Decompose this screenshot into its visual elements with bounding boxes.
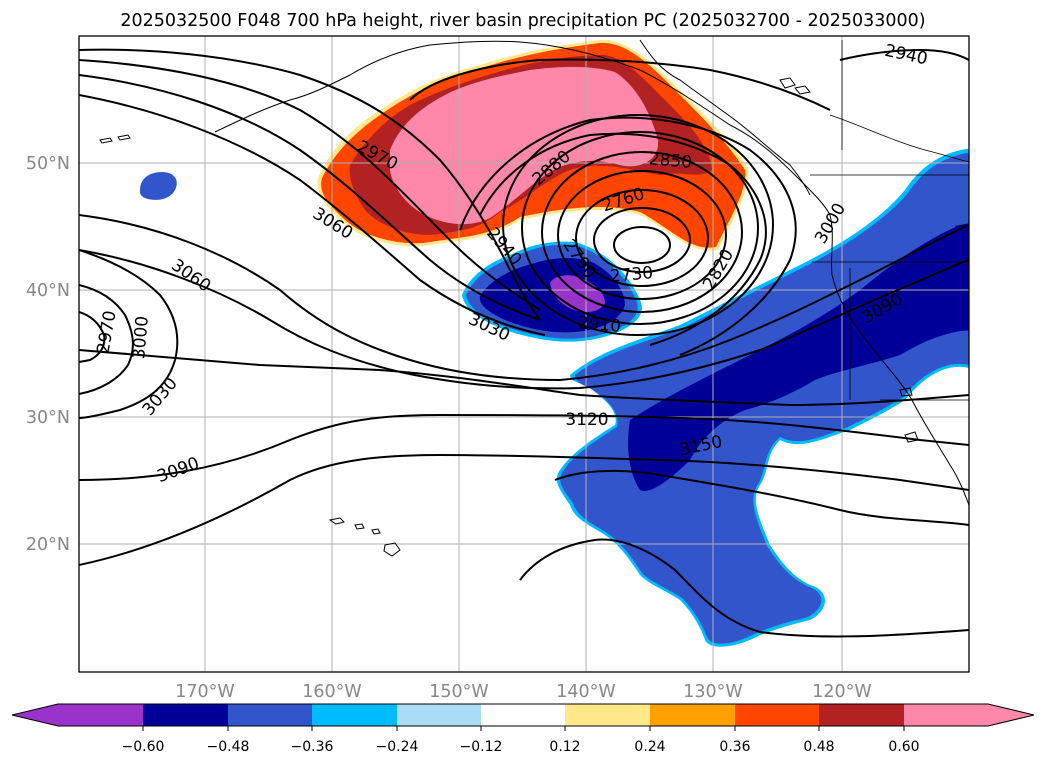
grid-lines [79, 36, 969, 672]
colorbar-segment [12, 704, 143, 726]
colorbar-segments [12, 704, 1034, 726]
figure-title: 2025032500 F048 700 hPa height, river ba… [120, 11, 925, 31]
lon-label: 170°W [175, 682, 234, 702]
colorbar-segment [819, 704, 904, 726]
colorbar-segment [481, 704, 565, 726]
colorbar: −0.60 −0.48 −0.36 −0.24 −0.12 0.12 0.24 … [11, 703, 1035, 755]
contour-label: 2850 [648, 149, 693, 173]
colorbar-outline [11, 703, 1035, 727]
colorbar-segment [650, 704, 735, 726]
colorbar-segment [397, 704, 481, 726]
colorbar-segment [735, 704, 819, 726]
colorbar-tick-label: 0.60 [888, 739, 919, 755]
latitude-labels: 50°N 40°N 30°N 20°N [26, 154, 70, 555]
contour-label: 2910 [577, 313, 622, 337]
colorbar-tick-labels: −0.60 −0.48 −0.36 −0.24 −0.12 0.12 0.24 … [122, 739, 920, 755]
colorbar-segment [565, 704, 650, 726]
colorbar-tick-label: 0.12 [549, 739, 580, 755]
lon-label: 120°W [812, 682, 871, 702]
map-panel: 2940 2970 3060 3060 2970 3000 3030 3090 … [78, 35, 970, 673]
coastlines [99, 39, 969, 557]
colorbar-tick-label: −0.12 [460, 739, 503, 755]
lon-label: 160°W [302, 682, 361, 702]
contour-label: 3000 [129, 315, 153, 360]
lon-label: 150°W [429, 682, 488, 702]
colorbar-tick-label: 0.36 [719, 739, 750, 755]
colorbar-segment [228, 704, 312, 726]
colorbar-segment [312, 704, 397, 726]
lat-label: 20°N [26, 535, 70, 555]
lon-label: 140°W [556, 682, 615, 702]
contour-label: 3120 [565, 410, 608, 430]
colorbar-segment [904, 704, 1034, 726]
colorbar-tick-label: 0.24 [634, 739, 665, 755]
lat-label: 40°N [26, 281, 70, 301]
colorbar-tick-label: −0.60 [122, 739, 165, 755]
colorbar-segment [143, 704, 228, 726]
colorbar-tick-label: −0.36 [291, 739, 334, 755]
height-contours [79, 48, 969, 638]
boundaries [810, 40, 969, 401]
lon-label: 130°W [683, 682, 742, 702]
longitude-labels: 170°W 160°W 150°W 140°W 130°W 120°W [175, 682, 871, 702]
colorbar-tick-label: −0.24 [376, 739, 419, 755]
colorbar-tick-label: −0.48 [207, 739, 250, 755]
map-frame [78, 35, 970, 673]
colorbar-tick-label: 0.48 [803, 739, 834, 755]
lat-label: 50°N [26, 154, 70, 174]
colorbar-ticks [142, 726, 905, 731]
contour-label: 2730 [609, 263, 654, 287]
lat-label: 30°N [26, 408, 70, 428]
